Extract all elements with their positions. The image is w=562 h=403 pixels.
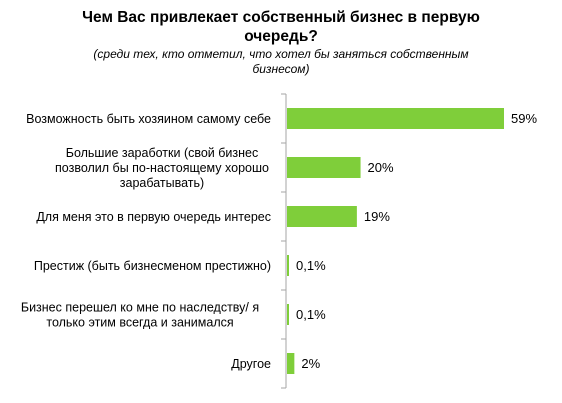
- value-label: 20%: [368, 160, 394, 175]
- category-label-line: позволил бы по-настоящему хорошо: [55, 161, 269, 175]
- bar: [287, 108, 504, 129]
- value-label: 2%: [301, 356, 320, 371]
- bar: [287, 353, 295, 374]
- value-label: 19%: [364, 209, 390, 224]
- bar: [287, 206, 357, 227]
- category-label-line: Престиж (быть бизнесменом престижно): [34, 259, 271, 273]
- category-label-line: Для меня это в первую очередь интерес: [36, 210, 271, 224]
- chart-subtitle: (среди тех, кто отметил, что хотел бы за…: [0, 47, 562, 77]
- chart-title-line-1: Чем Вас привлекает собственный бизнес в …: [82, 9, 480, 26]
- value-label: 0,1%: [296, 258, 326, 273]
- bar: [287, 255, 289, 276]
- bar: [287, 304, 289, 325]
- category-label-line: Другое: [231, 357, 271, 371]
- category-label-line: Большие заработки (свой бизнес: [66, 146, 259, 160]
- category-label: Возможность быть хозяином самому себе: [26, 112, 271, 126]
- category-label: Большие заработки (свой бизнес позволил б…: [55, 146, 269, 190]
- bar: [287, 157, 361, 178]
- value-label: 59%: [511, 111, 537, 126]
- category-label: Бизнес перешел ко мне по наследству/ я то…: [21, 301, 259, 330]
- category-label-line: зарабатывать): [120, 176, 204, 190]
- chart-subtitle-line-1: (среди тех, кто отметил, что хотел бы за…: [93, 47, 469, 61]
- chart-title-line-2: очередь?: [244, 28, 318, 45]
- category-label: Престиж (быть бизнесменом престижно): [34, 259, 271, 273]
- chart-title: Чем Вас привлекает собственный бизнес в …: [0, 8, 562, 46]
- value-label: 0,1%: [296, 307, 326, 322]
- category-label-line: Бизнес перешел ко мне по наследству/ я: [21, 301, 259, 315]
- category-label: Другое: [231, 357, 271, 371]
- category-label-line: Возможность быть хозяином самому себе: [26, 112, 271, 126]
- plot-area: 59% Возможность быть хозяином самому себе…: [21, 93, 537, 389]
- category-label-line: только этим всегда и занимался: [46, 316, 233, 330]
- category-label: Для меня это в первую очередь интерес: [36, 210, 271, 224]
- chart-subtitle-line-2: бизнесом): [252, 62, 310, 76]
